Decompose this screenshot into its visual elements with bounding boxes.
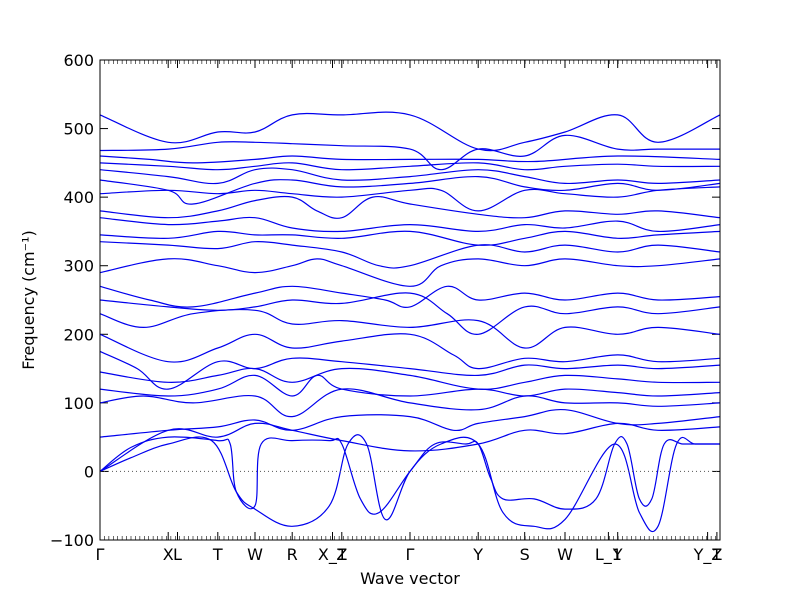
phonon-band-line — [99, 408, 721, 438]
phonon-band-line — [99, 134, 720, 171]
x-tick-label: X — [163, 545, 174, 564]
phonon-band-line — [99, 241, 721, 269]
x-tick-label: Z — [336, 545, 347, 564]
phonon-band-line — [99, 388, 721, 418]
x-tick-labels: Γ X L T W R X_1Z Γ Y S W L_1Y Y_1Z — [96, 545, 723, 565]
y-tick-labels: −100 0 100 200 300 400 500 600 — [50, 51, 94, 550]
phonon-band-line — [99, 367, 721, 390]
phonon-band-line — [99, 111, 721, 152]
phonon-band-line — [99, 285, 721, 308]
x-tick-label: Γ — [96, 545, 105, 564]
x-tick-label: Y — [472, 545, 483, 564]
y-tick-label: −100 — [50, 531, 94, 550]
x-tick-label: T — [212, 545, 223, 564]
phonon-band-line — [99, 308, 721, 349]
tick-layer — [99, 59, 721, 541]
phonon-band-line — [99, 258, 721, 287]
phonon-band-line — [99, 155, 721, 164]
phonon-band-line — [99, 162, 721, 171]
y-tick-label: 400 — [63, 188, 94, 207]
phonon-band-line — [99, 167, 721, 185]
x-tick-label: Y — [612, 545, 623, 564]
x-tick-label: Z — [711, 545, 722, 564]
x-tick-label: R — [287, 545, 298, 564]
y-tick-label: 0 — [84, 462, 94, 481]
x-tick-label: L — [173, 545, 182, 564]
phonon-band-line — [99, 422, 721, 472]
x-tick-label: S — [520, 545, 530, 564]
y-tick-label: 100 — [63, 394, 94, 413]
x-tick-label: Γ — [406, 545, 415, 564]
x-axis-label: Wave vector — [360, 569, 460, 588]
y-axis-label: Frequency (cm⁻¹) — [19, 230, 38, 369]
x-tick-label: W — [247, 545, 263, 564]
series-layer — [99, 111, 721, 533]
phonon-band-line — [99, 333, 721, 370]
plot-area — [100, 60, 720, 540]
x-tick-label: X_1 — [318, 545, 347, 565]
x-tick-label: L_1 — [595, 545, 622, 565]
phonon-band-line — [99, 230, 721, 246]
x-tick-label: W — [557, 545, 573, 564]
x-tick-label: Y_1 — [693, 545, 722, 565]
phonon-band-line — [99, 195, 721, 219]
phonon-band-line — [99, 216, 721, 233]
plot-frame — [99, 59, 721, 541]
y-tick-label: 300 — [63, 257, 94, 276]
phonon-band-line — [99, 434, 720, 533]
y-tick-label: 500 — [63, 120, 94, 139]
phonon-band-line — [99, 175, 721, 205]
y-tick-label: 600 — [63, 51, 94, 70]
phonon-band-line — [99, 350, 721, 390]
phonon-band-line — [99, 374, 721, 397]
y-tick-label: 200 — [63, 325, 94, 344]
phonon-band-line — [99, 186, 721, 212]
